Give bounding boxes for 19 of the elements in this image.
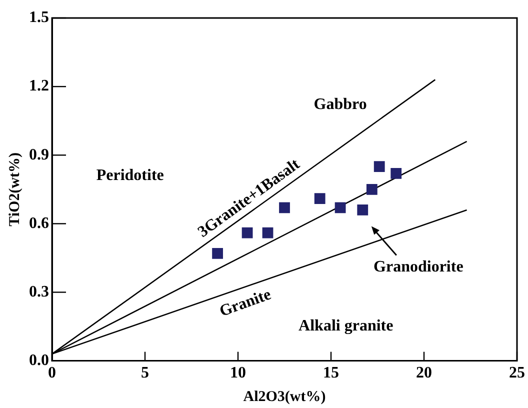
- y-tick-label: 0.6: [29, 214, 49, 232]
- y-tick-label: 1.2: [29, 78, 49, 95]
- annotation: Gabbro: [314, 96, 367, 113]
- annotation: Granite: [217, 286, 274, 320]
- x-axis-title: Al2O3(wt%): [243, 388, 326, 405]
- y-tick-label: 0.9: [29, 146, 49, 164]
- x-tick-label: 15: [323, 364, 339, 382]
- y-tick-label: 0.3: [29, 283, 49, 300]
- y-axis-title: TiO2(wt%): [6, 152, 23, 226]
- y-tick-label: 1.5: [29, 9, 49, 26]
- annotation: Peridotite: [96, 166, 164, 184]
- y-tick-label: 0.0: [29, 352, 49, 369]
- x-tick-label: 10: [230, 364, 246, 382]
- x-tick-label: 20: [416, 364, 432, 382]
- x-tick-label: 5: [141, 364, 149, 382]
- x-tick-label: 0: [48, 364, 56, 382]
- annotation: Alkali granite: [298, 318, 394, 335]
- x-tick-label: 25: [509, 364, 525, 382]
- annotation: Granodiorite: [374, 258, 464, 276]
